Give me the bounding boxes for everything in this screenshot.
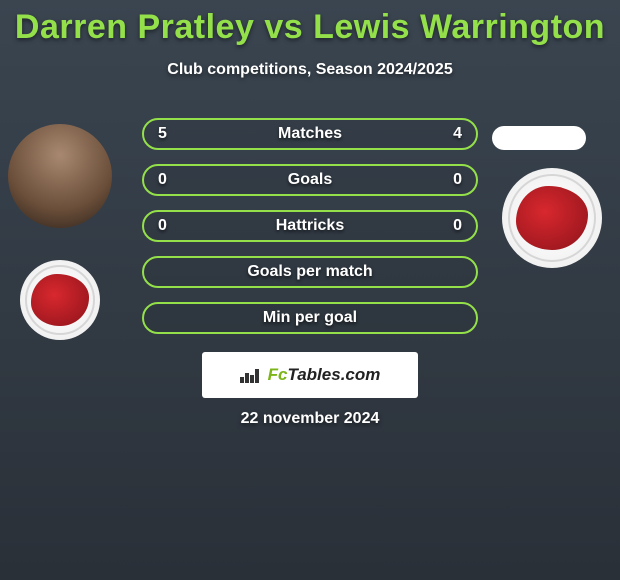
stat-row: Goals per match [0,256,620,288]
stat-left-value: 5 [158,125,198,143]
stat-row: 0 Hattricks 0 [0,210,620,242]
stat-label: Hattricks [198,217,422,235]
stat-label: Matches [198,125,422,143]
stat-label: Goals [198,171,422,189]
stat-bar-goals: 0 Goals 0 [142,164,478,196]
bar-chart-icon [240,367,260,383]
fctables-logo: FcTables.com [202,352,418,398]
date-label: 22 november 2024 [0,410,620,428]
logo-prefix: Fc [268,365,288,384]
stat-label: Min per goal [198,309,422,327]
stat-row: Min per goal [0,302,620,334]
stat-label: Goals per match [198,263,422,281]
stat-bar-min-per-goal: Min per goal [142,302,478,334]
stat-right-value: 0 [422,171,462,189]
subtitle: Club competitions, Season 2024/2025 [0,61,620,79]
stat-right-value: 0 [422,217,462,235]
stat-row: 0 Goals 0 [0,164,620,196]
stat-left-value: 0 [158,217,198,235]
logo-suffix: Tables.com [287,365,380,384]
stat-bar-matches: 5 Matches 4 [142,118,478,150]
stats-area: 5 Matches 4 0 Goals 0 0 Hattricks 0 Goal… [0,118,620,348]
stat-left-value: 0 [158,171,198,189]
logo-text: FcTables.com [268,365,381,385]
stat-right-value: 4 [422,125,462,143]
stat-row: 5 Matches 4 [0,118,620,150]
page-title: Darren Pratley vs Lewis Warrington [0,0,620,47]
stat-bar-hattricks: 0 Hattricks 0 [142,210,478,242]
stat-bar-goals-per-match: Goals per match [142,256,478,288]
